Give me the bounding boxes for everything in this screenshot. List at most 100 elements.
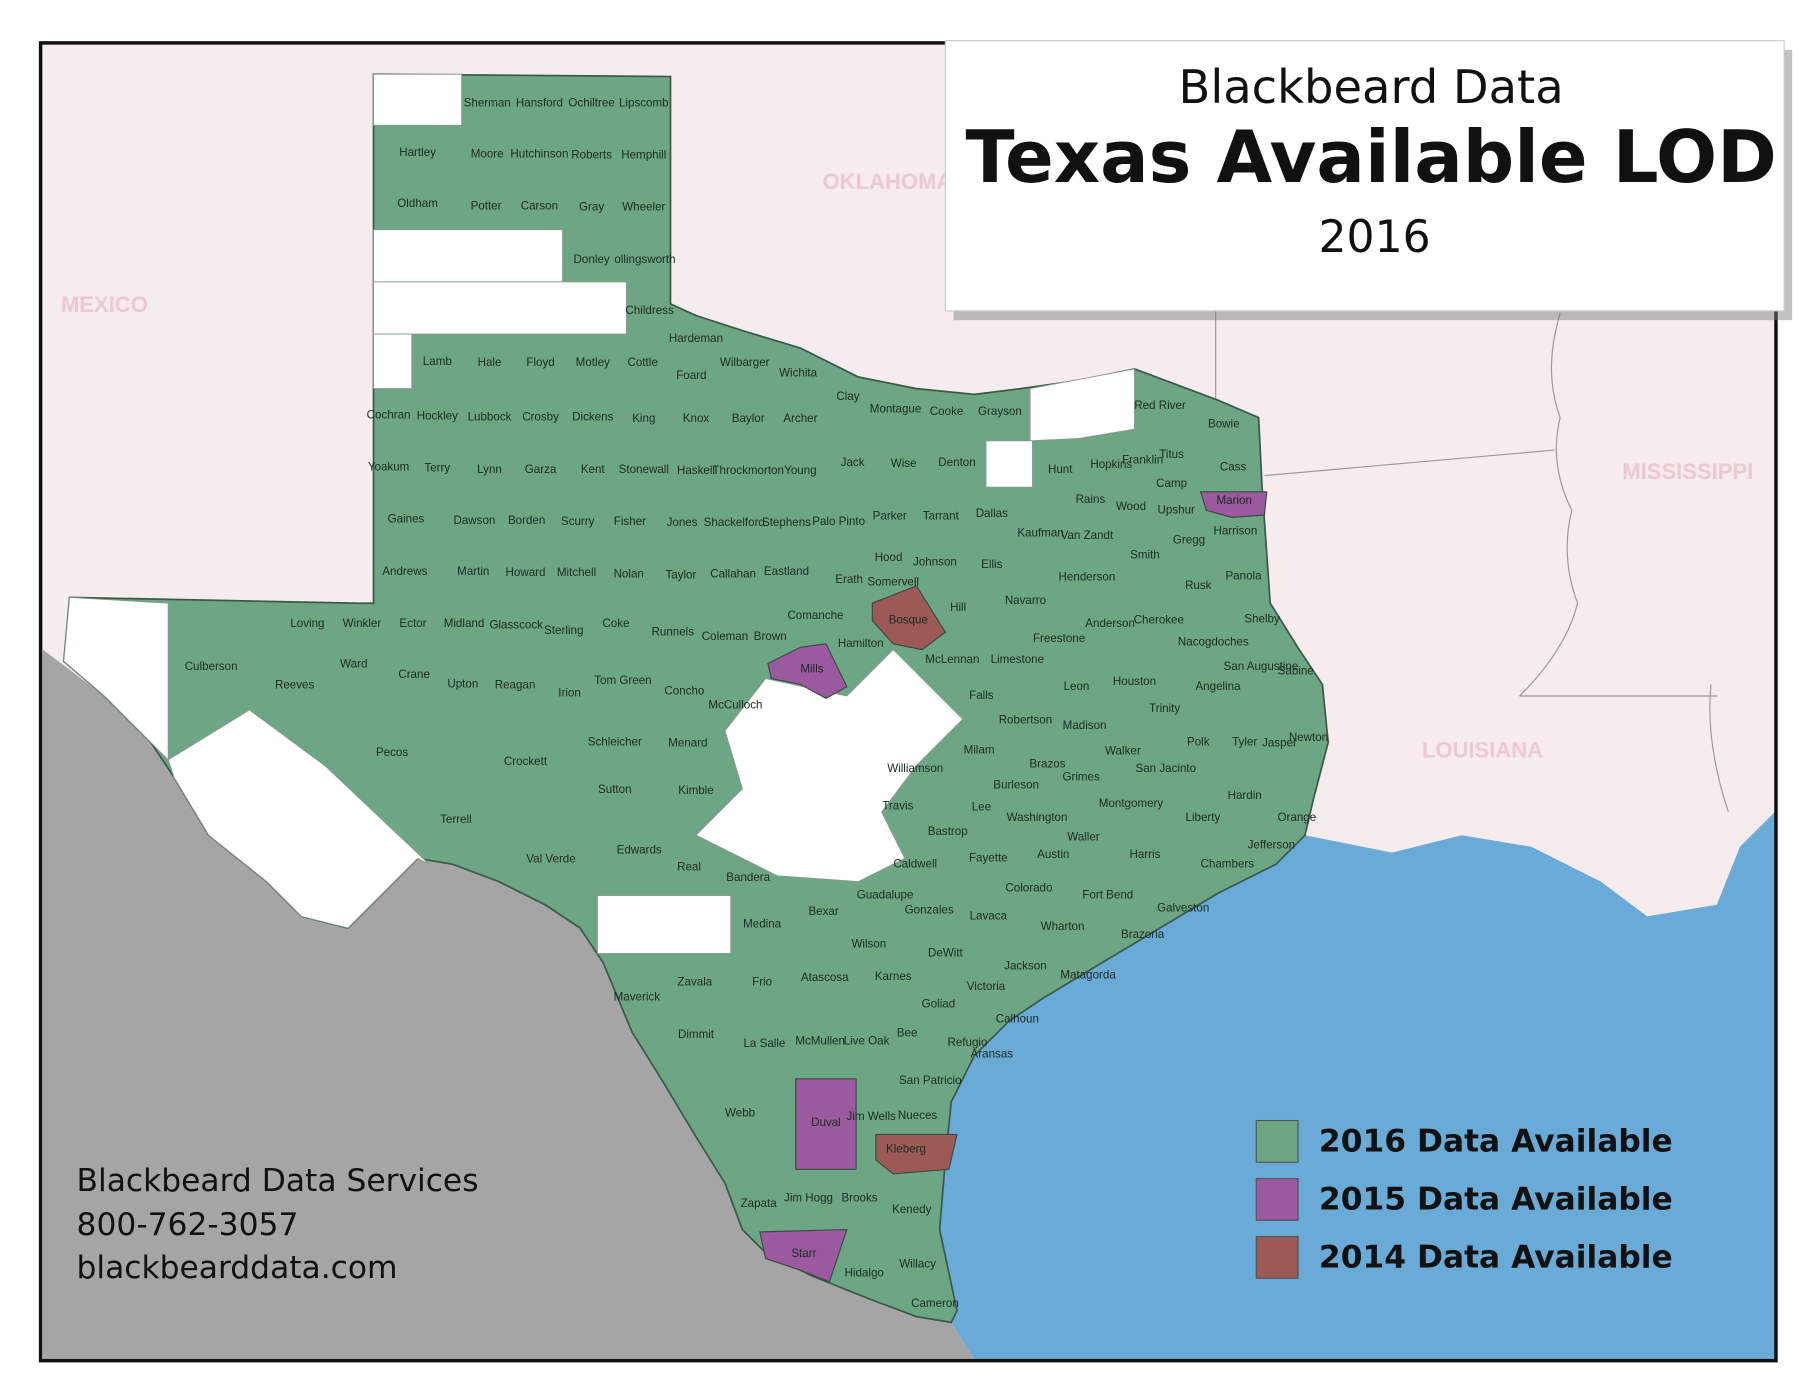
county-label: Caldwell xyxy=(893,857,937,870)
county-label: Navarro xyxy=(1005,594,1046,607)
title: Texas Available LOD xyxy=(965,115,1776,199)
county-label: Dimmit xyxy=(678,1028,715,1041)
no-data-area xyxy=(596,895,732,954)
county-label: Wichita xyxy=(779,367,818,380)
county-label: Cooke xyxy=(930,405,964,418)
county-label: Bexar xyxy=(808,905,838,918)
county-label: Newton xyxy=(1289,731,1328,744)
county-label: Eastland xyxy=(764,565,809,578)
county-label: Harris xyxy=(1129,848,1160,861)
county-label: Carson xyxy=(521,200,558,213)
county-label: Val Verde xyxy=(526,853,575,866)
county-label: Cherokee xyxy=(1134,614,1184,627)
subtitle: 2016 xyxy=(1319,212,1431,263)
no-data-area xyxy=(63,596,169,761)
county-label: Ochiltree xyxy=(568,96,614,109)
county-label: Montague xyxy=(870,403,922,416)
county-label: Hill xyxy=(950,601,966,614)
county-label: Kenedy xyxy=(892,1203,932,1216)
county-label: Schleicher xyxy=(588,735,642,748)
county-label: Kleberg xyxy=(886,1143,926,1156)
county-label: Robertson xyxy=(999,713,1053,726)
county-label: Bowie xyxy=(1208,418,1240,431)
county-label: Leon xyxy=(1064,680,1090,693)
county-label: Gray xyxy=(579,201,604,214)
county-label: Johnson xyxy=(913,556,957,569)
county-label: Hamilton xyxy=(838,637,884,650)
county-label: Hopkins xyxy=(1090,458,1132,471)
county-label: Gregg xyxy=(1173,534,1205,547)
county-label: Ector xyxy=(399,617,426,630)
county-label: Runnels xyxy=(652,625,695,638)
county-label: Calhoun xyxy=(996,1013,1039,1026)
county-label: Terry xyxy=(424,462,450,475)
county-label: Frio xyxy=(752,976,772,989)
county-area xyxy=(871,585,947,651)
county-label: Camp xyxy=(1156,477,1187,490)
county-label: Wilbarger xyxy=(720,356,770,369)
county-label: Sherman xyxy=(464,96,511,109)
county-label: Hardeman xyxy=(669,332,723,345)
county-label: Tarrant xyxy=(923,509,960,522)
county-label: Tyler xyxy=(1232,735,1257,748)
frame xyxy=(38,41,1778,1363)
county-label: Irion xyxy=(558,687,581,700)
county-label: McMullen xyxy=(795,1035,845,1048)
county-label: Baylor xyxy=(732,412,765,425)
county-label: Polk xyxy=(1187,735,1210,748)
county-label: Erath xyxy=(835,573,863,586)
county-label: Sterling xyxy=(544,624,583,637)
county-label: Smith xyxy=(1130,549,1160,562)
no-data-area xyxy=(985,440,1033,488)
county-label: Jim Wells xyxy=(846,1110,896,1123)
county-label: Limestone xyxy=(991,653,1045,666)
county-label: Hardin xyxy=(1228,789,1262,802)
county-label: Lubbock xyxy=(468,411,512,424)
county-label: Crosby xyxy=(522,411,559,424)
county-label: Comanche xyxy=(787,609,843,622)
footer-line: Blackbeard Data Services xyxy=(77,1163,479,1199)
county-label: Tom Green xyxy=(594,674,651,687)
county-labels: OKLAHOMA MEXICO MISSISSIPPI LOUISIANA Sherma… xyxy=(61,96,1753,1310)
county-label: Zapata xyxy=(741,1197,778,1210)
county-label: Sutton xyxy=(598,783,632,796)
county-label: Stephens xyxy=(762,516,811,529)
county-label: Freestone xyxy=(1033,632,1085,645)
county-label: Somervell xyxy=(867,575,919,588)
county-label: Maverick xyxy=(614,991,661,1004)
legend-label: 2014 Data Available xyxy=(1319,1240,1673,1276)
county-label: Edwards xyxy=(617,843,662,856)
county-label: Burleson xyxy=(993,778,1039,791)
county-label: Guadalupe xyxy=(857,889,914,902)
map-layer: OKLAHOMA MEXICO MISSISSIPPI LOUISIANA Sherma… xyxy=(38,40,1793,1363)
county-label: Coke xyxy=(602,617,629,630)
county-label: Kent xyxy=(581,463,606,476)
county-label: Wilson xyxy=(851,937,886,950)
county-label: Grimes xyxy=(1062,770,1100,783)
region-label: MEXICO xyxy=(61,292,148,317)
county-label: Floyd xyxy=(526,356,554,369)
county-label: Victoria xyxy=(967,980,1006,993)
county-label: Upshur xyxy=(1158,503,1196,516)
county-label: Orange xyxy=(1278,811,1317,824)
legend-label: 2016 Data Available xyxy=(1319,1124,1673,1160)
county-label: Brooks xyxy=(842,1191,878,1204)
county-label: Panola xyxy=(1225,570,1262,583)
county-label: Howard xyxy=(506,566,546,579)
county-label: Mitchell xyxy=(557,566,596,579)
county-label: Madison xyxy=(1063,719,1107,732)
county-label: Hutchinson xyxy=(510,147,568,160)
county-label: Jackson xyxy=(1004,959,1047,972)
county-label: Parker xyxy=(873,509,907,522)
county-label: Travis xyxy=(882,799,913,812)
county-label: Montgomery xyxy=(1099,797,1164,810)
county-label: Scurry xyxy=(561,515,595,528)
county-label: Real xyxy=(677,861,701,874)
county-label: Nacogdoches xyxy=(1178,636,1249,649)
county-label: Callahan xyxy=(710,567,756,580)
county-label: Knox xyxy=(683,412,710,425)
county-area xyxy=(767,643,848,699)
county-label: Willacy xyxy=(899,1257,936,1270)
no-data-area xyxy=(373,73,463,126)
